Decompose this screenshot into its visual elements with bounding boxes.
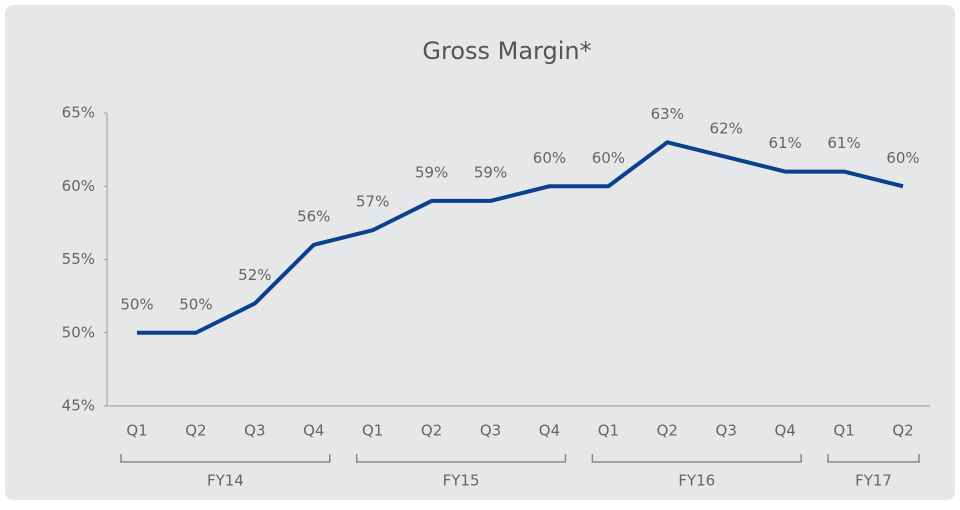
line: [137, 140, 904, 335]
y-tick-label: 60%: [62, 177, 95, 195]
data-label: 60%: [592, 149, 625, 167]
y-tick-label: 55%: [62, 250, 95, 268]
x-tick-label: Q1: [126, 422, 147, 440]
x-tick-label: Q4: [774, 422, 795, 440]
data-label: 59%: [415, 163, 448, 181]
group-label: FY15: [443, 472, 480, 490]
data-label: 50%: [179, 295, 212, 313]
x-tick-label: Q1: [833, 422, 854, 440]
group-label: FY17: [855, 472, 892, 490]
group-bracket: [355, 454, 567, 463]
y-tick-label: 45%: [62, 397, 95, 415]
group-bracket: [827, 454, 920, 463]
x-tick-label: Q1: [598, 422, 619, 440]
x-tick-label: Q4: [539, 422, 560, 440]
chart-background: [5, 5, 955, 500]
data-label: 60%: [533, 149, 566, 167]
data-label: 59%: [474, 163, 507, 181]
x-tick-label: Q3: [244, 422, 265, 440]
group-label: FY16: [678, 472, 715, 490]
data-label: 61%: [827, 134, 860, 152]
data-label: 62%: [710, 119, 743, 137]
x-tick-label: Q2: [892, 422, 913, 440]
x-tick-label: Q4: [303, 422, 324, 440]
x-tick-label: Q3: [716, 422, 737, 440]
data-label: 50%: [120, 295, 153, 313]
x-tick-label: Q2: [421, 422, 442, 440]
x-tick-label: Q3: [480, 422, 501, 440]
x-tick-label: Q1: [362, 422, 383, 440]
group-label: FY14: [207, 472, 244, 490]
data-label: 61%: [768, 134, 801, 152]
chart-title: Gross Margin*: [422, 37, 591, 65]
data-label: 57%: [356, 193, 389, 211]
y-tick-label: 50%: [62, 323, 95, 341]
group-bracket: [591, 454, 802, 463]
data-label: 60%: [886, 149, 919, 167]
y-tick-label: 65%: [62, 104, 95, 122]
data-label: 56%: [297, 207, 330, 225]
group-bracket: [120, 454, 331, 463]
x-tick-label: Q2: [185, 422, 206, 440]
data-label: 52%: [238, 266, 271, 284]
data-label: 63%: [651, 105, 684, 123]
x-tick-label: Q2: [657, 422, 678, 440]
